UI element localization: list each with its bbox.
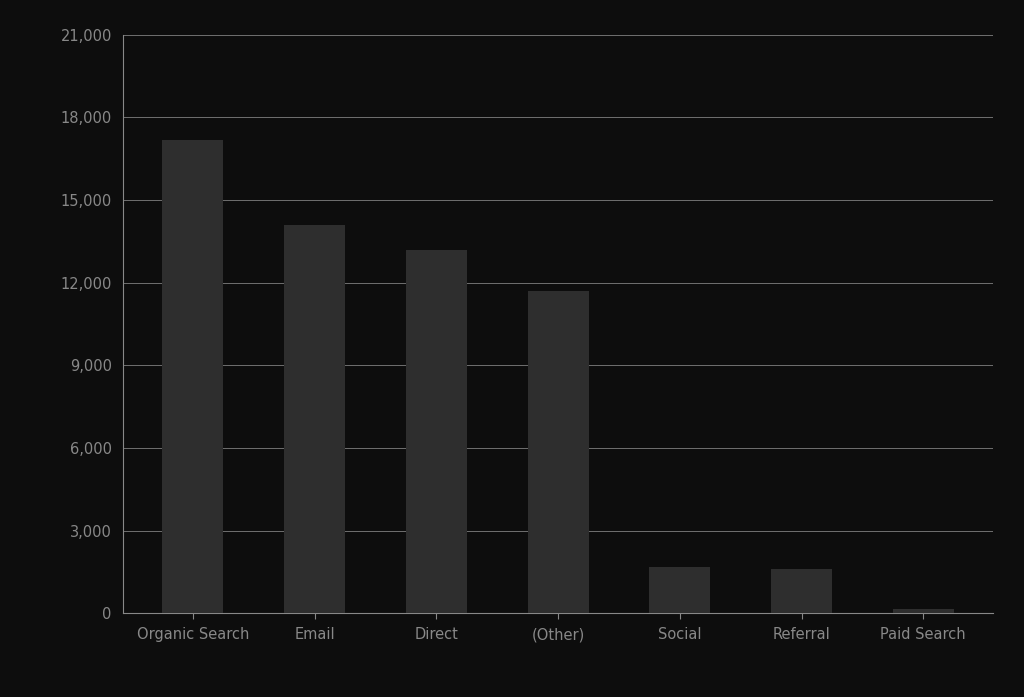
Bar	[893, 609, 953, 613]
Bar	[649, 567, 711, 613]
Bar	[527, 291, 589, 613]
Bar	[163, 139, 223, 613]
Bar	[771, 569, 831, 613]
Bar	[406, 250, 467, 613]
Bar	[285, 225, 345, 613]
